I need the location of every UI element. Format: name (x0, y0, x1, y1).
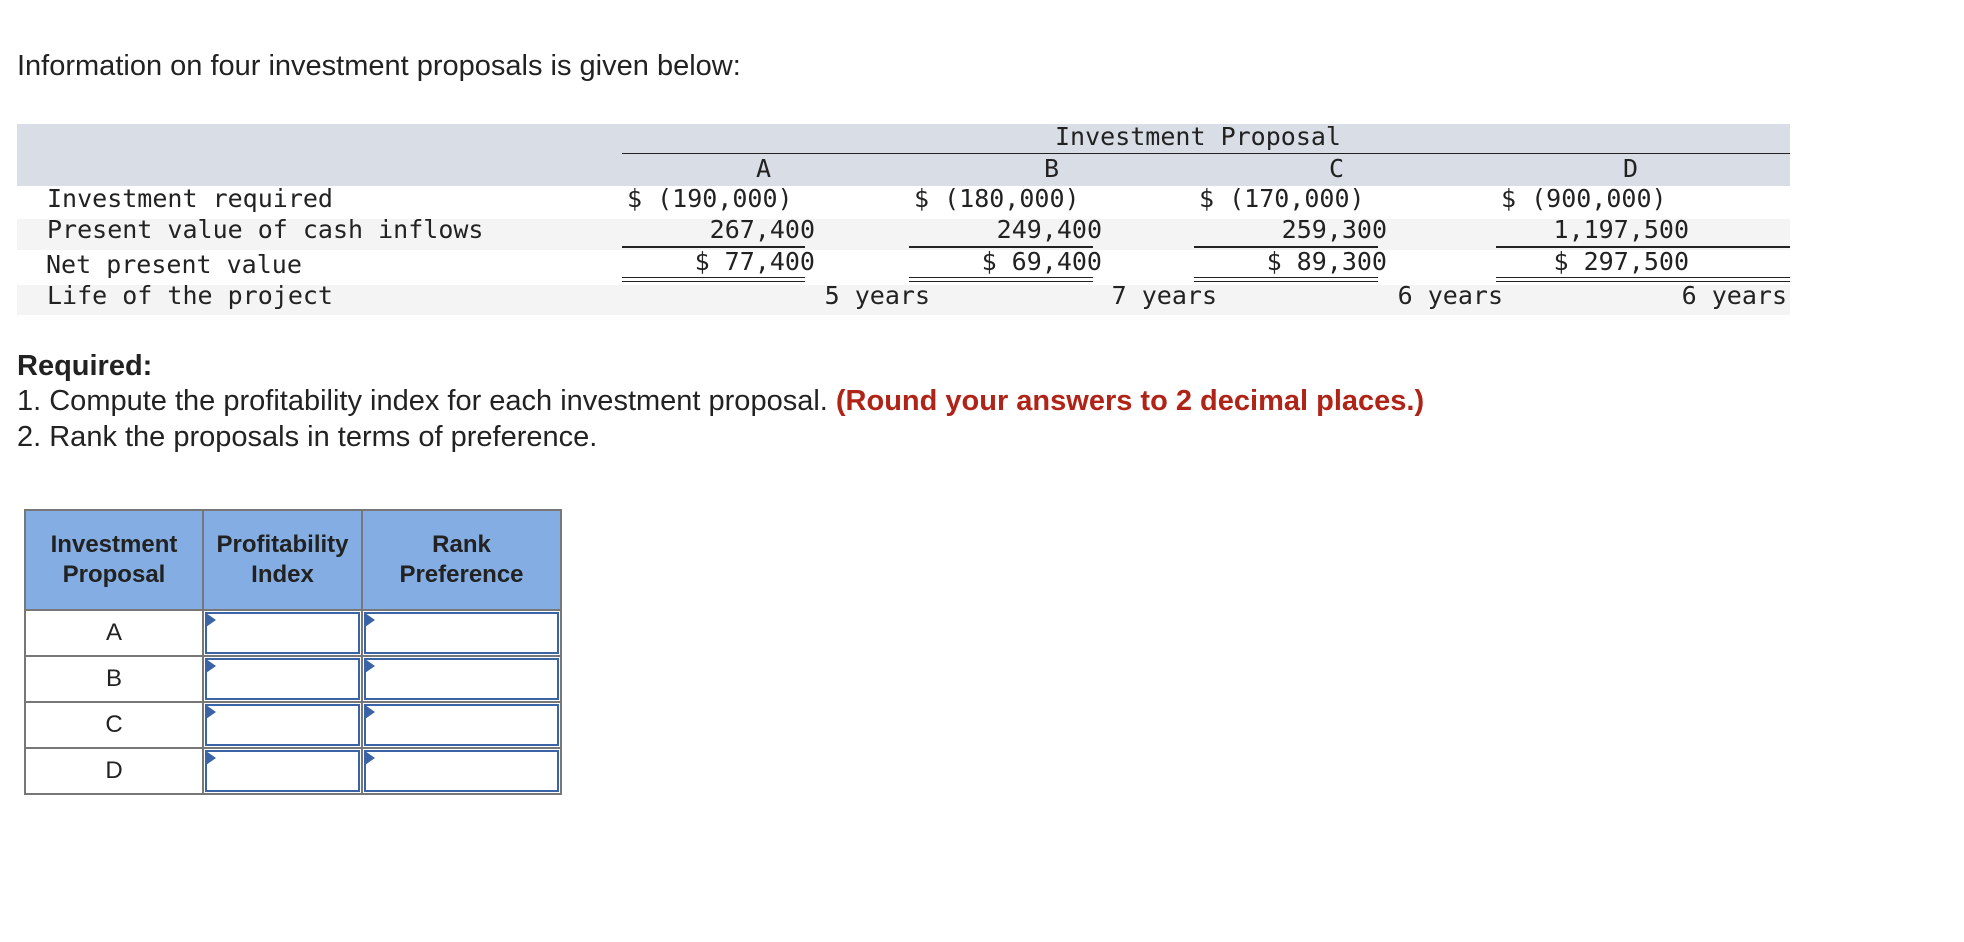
header-line: Proposal (62, 561, 166, 588)
intro-text: Information on four investment proposals… (17, 50, 741, 82)
cell-npv-b: $ 69,400 (981, 247, 1102, 276)
input-marker-icon (365, 613, 375, 627)
header-profitability-index: Profitability Index (202, 509, 363, 611)
cell-life-d: 6 years (1681, 281, 1787, 310)
input-border (205, 612, 360, 654)
table-row: B (24, 655, 562, 703)
row-label-investment-required: Investment required (47, 184, 333, 213)
cell-investment-d: $ (900,000) (1501, 184, 1667, 213)
rank-input-b[interactable] (361, 655, 562, 703)
profitability-index-input-b[interactable] (202, 655, 363, 703)
input-marker-icon (206, 751, 216, 765)
header-line: Profitability (216, 531, 349, 558)
table-row: C (24, 701, 562, 749)
rank-input-a[interactable] (361, 609, 562, 657)
header-line: Preference (399, 561, 524, 588)
cell-pv-a: 267,400 (709, 215, 815, 244)
total-double-rule (909, 277, 1093, 282)
input-marker-icon (365, 751, 375, 765)
required-item-1: 1. Compute the profitability index for e… (17, 385, 1424, 418)
column-header-c: C (1329, 154, 1345, 183)
column-header-b: B (1044, 154, 1060, 183)
profitability-index-input-a[interactable] (202, 609, 363, 657)
proposal-label-c: C (24, 701, 204, 749)
header-investment-proposal: Investment Proposal (24, 509, 204, 611)
table-row: D (24, 747, 562, 795)
header-rule (622, 153, 1790, 154)
header-line: Investment (50, 531, 178, 558)
answer-table: Investment Proposal Profitability Index Ra… (24, 509, 562, 795)
cell-life-a: 5 years (824, 281, 930, 310)
row-label-net-present-value: Net present value (46, 250, 302, 279)
profitability-index-input-d[interactable] (202, 747, 363, 795)
cell-investment-b: $ (180,000) (914, 184, 1080, 213)
required-item-1-text: 1. Compute the profitability index for e… (17, 385, 828, 417)
input-border (364, 658, 559, 700)
input-border (205, 704, 360, 746)
sum-rule (622, 246, 805, 248)
row-stripe (17, 219, 1790, 250)
input-marker-icon (206, 659, 216, 673)
input-border (205, 750, 360, 792)
row-label-life-of-project: Life of the project (47, 281, 333, 310)
sum-rule (1194, 246, 1378, 248)
cell-pv-b: 249,400 (996, 215, 1102, 244)
header-band (17, 124, 1790, 186)
header-line: Rank (432, 531, 491, 558)
cell-pv-c: 259,300 (1281, 215, 1387, 244)
cell-investment-a: $ (190,000) (627, 184, 793, 213)
cell-npv-a: $ 77,400 (694, 247, 815, 276)
column-header-a: A (756, 154, 772, 183)
cell-life-b: 7 years (1111, 281, 1217, 310)
cell-npv-c: $ 89,300 (1266, 247, 1387, 276)
header-line: Index (251, 561, 314, 588)
input-border (364, 612, 559, 654)
column-header-d: D (1623, 154, 1639, 183)
input-marker-icon (365, 659, 375, 673)
rank-input-d[interactable] (361, 747, 562, 795)
proposal-label-b: B (24, 655, 204, 703)
cell-life-c: 6 years (1397, 281, 1503, 310)
proposal-label-d: D (24, 747, 204, 795)
cell-npv-d: $ 297,500 (1553, 247, 1689, 276)
total-double-rule (1194, 277, 1378, 282)
investment-data-table: Investment Proposal A B C D Investment r… (17, 122, 1790, 315)
required-item-2: 2. Rank the proposals in terms of prefer… (17, 421, 598, 453)
total-double-rule (1496, 277, 1790, 282)
input-border (205, 658, 360, 700)
row-stripe (17, 285, 1790, 315)
total-double-rule (622, 277, 805, 282)
input-marker-icon (206, 705, 216, 719)
input-border (364, 704, 559, 746)
cell-investment-c: $ (170,000) (1199, 184, 1365, 213)
profitability-index-input-c[interactable] (202, 701, 363, 749)
table-row: A (24, 609, 562, 657)
required-heading: Required: (17, 350, 153, 382)
input-border (364, 750, 559, 792)
sum-rule (909, 246, 1093, 248)
input-marker-icon (365, 705, 375, 719)
rounding-note: (Round your answers to 2 decimal places.… (835, 385, 1425, 417)
input-marker-icon (206, 613, 216, 627)
cell-pv-d: 1,197,500 (1553, 215, 1689, 244)
rank-input-c[interactable] (361, 701, 562, 749)
row-label-present-value: Present value of cash inflows (47, 215, 484, 244)
proposal-label-a: A (24, 609, 204, 657)
group-header: Investment Proposal (1055, 122, 1341, 151)
sum-rule (1496, 246, 1790, 248)
header-rank-preference: Rank Preference (361, 509, 562, 611)
